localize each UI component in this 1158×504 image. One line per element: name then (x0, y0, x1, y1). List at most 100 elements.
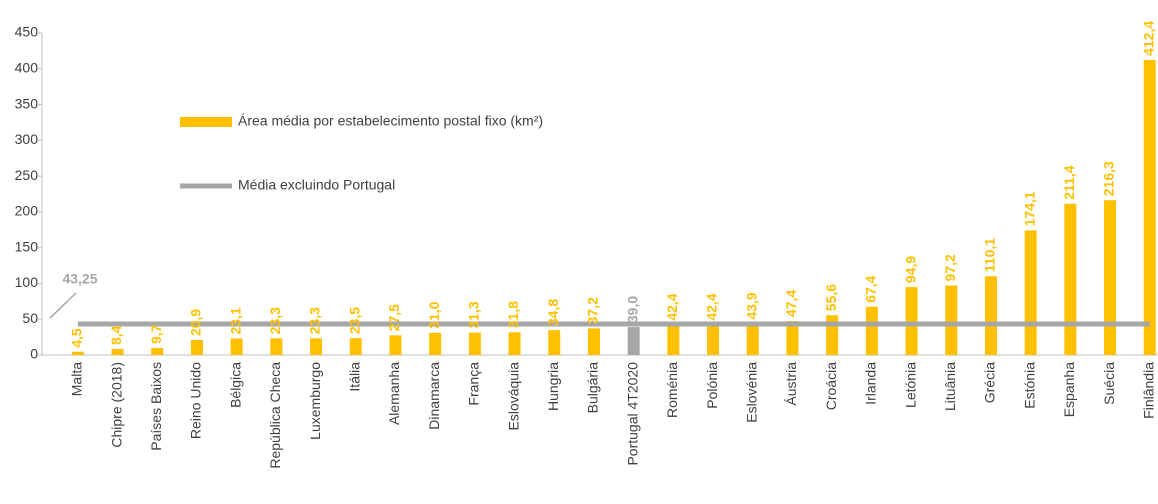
x-tick-label: Luxemburgo (307, 362, 323, 440)
bar (826, 315, 839, 355)
x-tick-label: Eslovénia (743, 362, 759, 423)
y-tick-label: 50 (22, 310, 38, 326)
bar (468, 332, 481, 355)
bar (627, 327, 640, 355)
y-tick-label: 0 (30, 346, 38, 362)
average-label: 43,25 (62, 271, 97, 287)
y-tick-label: 150 (15, 238, 39, 254)
value-label: 23,5 (346, 307, 362, 334)
legend-swatch (180, 117, 232, 127)
bar (1143, 59, 1156, 356)
x-tick-label: Espanha (1061, 362, 1077, 417)
value-label: 110,1 (982, 238, 998, 272)
x-tick-label: Croácia (823, 362, 839, 410)
x-tick-label: Países Baixos (148, 362, 164, 451)
average-leader (49, 292, 77, 319)
x-tick-label: Áustria (783, 362, 799, 406)
value-label: 31,0 (426, 301, 442, 328)
bar (349, 338, 362, 355)
bar (270, 338, 283, 355)
value-label: 34,8 (545, 299, 561, 326)
bar (707, 324, 720, 355)
legend-label: Média excluindo Portugal (238, 177, 395, 193)
x-tick-label: Chipre (2018) (108, 362, 124, 448)
bar (230, 338, 243, 355)
value-label: 20,9 (188, 309, 204, 336)
bar (786, 321, 799, 355)
bar (587, 328, 600, 355)
x-tick-label: Lituânia (942, 362, 958, 411)
y-tick-label: 300 (15, 131, 39, 147)
x-tick-label: Hungria (545, 362, 561, 411)
x-tick-label: República Checa (267, 362, 283, 469)
value-label: 23,3 (267, 307, 283, 334)
bar (746, 323, 759, 355)
x-tick-label: Finlândia (1140, 362, 1156, 419)
y-tick-label: 100 (15, 274, 39, 290)
x-tick-label: França (466, 362, 482, 406)
value-label: 9,7 (148, 324, 164, 344)
x-tick-label: Roménia (664, 362, 680, 418)
x-tick-label: Suécia (1101, 362, 1117, 405)
value-label: 39,0 (624, 296, 640, 323)
value-label: 97,2 (942, 254, 958, 281)
bar (984, 276, 997, 355)
bar (1104, 200, 1117, 355)
x-tick-label: Bulgária (585, 362, 601, 414)
value-label: 42,4 (664, 293, 680, 320)
value-label: 174,1 (1021, 191, 1037, 226)
bar (310, 338, 323, 355)
x-tick-label: Bélgica (227, 362, 243, 408)
x-tick-label: Portugal 4T2020 (624, 362, 640, 466)
value-label: 31,3 (466, 301, 482, 328)
bar (548, 330, 561, 355)
value-label: 43,9 (743, 292, 759, 319)
value-label: 216,3 (1101, 161, 1117, 196)
bar (508, 332, 521, 355)
bar (190, 340, 203, 355)
x-tick-label: Grécia (982, 362, 998, 403)
x-tick-label: Letónia (902, 362, 918, 408)
value-label: 23,1 (227, 307, 243, 334)
x-tick-label: Malta (69, 362, 85, 396)
value-label: 8,4 (108, 325, 124, 345)
value-label: 412,4 (1140, 21, 1156, 56)
bar (111, 348, 124, 355)
value-label: 67,4 (863, 275, 879, 302)
bar (429, 332, 442, 355)
bar (905, 287, 918, 355)
value-label: 31,8 (505, 301, 521, 328)
x-tick-label: Irlanda (863, 362, 879, 405)
value-label: 37,2 (585, 297, 601, 324)
x-tick-label: Estónia (1021, 362, 1037, 409)
bar (945, 285, 958, 355)
x-tick-label: Itália (346, 362, 362, 392)
value-label: 47,4 (783, 290, 799, 317)
value-label: 211,4 (1061, 165, 1077, 199)
bar (865, 306, 878, 355)
bar (1024, 230, 1037, 355)
x-tick-label: Dinamarca (426, 362, 442, 430)
value-label: 23,3 (307, 307, 323, 334)
bar (1064, 203, 1077, 355)
bar (389, 335, 402, 355)
y-tick-label: 250 (15, 167, 39, 183)
bar (71, 351, 84, 355)
y-tick-label: 350 (15, 95, 39, 111)
x-tick-label: Reino Unido (188, 362, 204, 439)
legend-label: Área média por estabelecimento postal fi… (238, 113, 543, 129)
bar (151, 348, 164, 355)
value-label: 42,4 (704, 293, 720, 320)
bar (667, 324, 680, 355)
value-label: 55,6 (823, 284, 839, 311)
value-label: 4,5 (69, 328, 85, 348)
y-tick-label: 200 (15, 203, 39, 219)
x-tick-label: Polónia (704, 362, 720, 409)
x-tick-label: Eslováquia (505, 362, 521, 431)
x-tick-label: Alemanha (386, 362, 402, 425)
y-tick-label: 400 (15, 59, 39, 75)
value-label: 94,9 (902, 256, 918, 283)
y-tick-label: 450 (15, 24, 39, 40)
value-label: 27,5 (386, 304, 402, 331)
